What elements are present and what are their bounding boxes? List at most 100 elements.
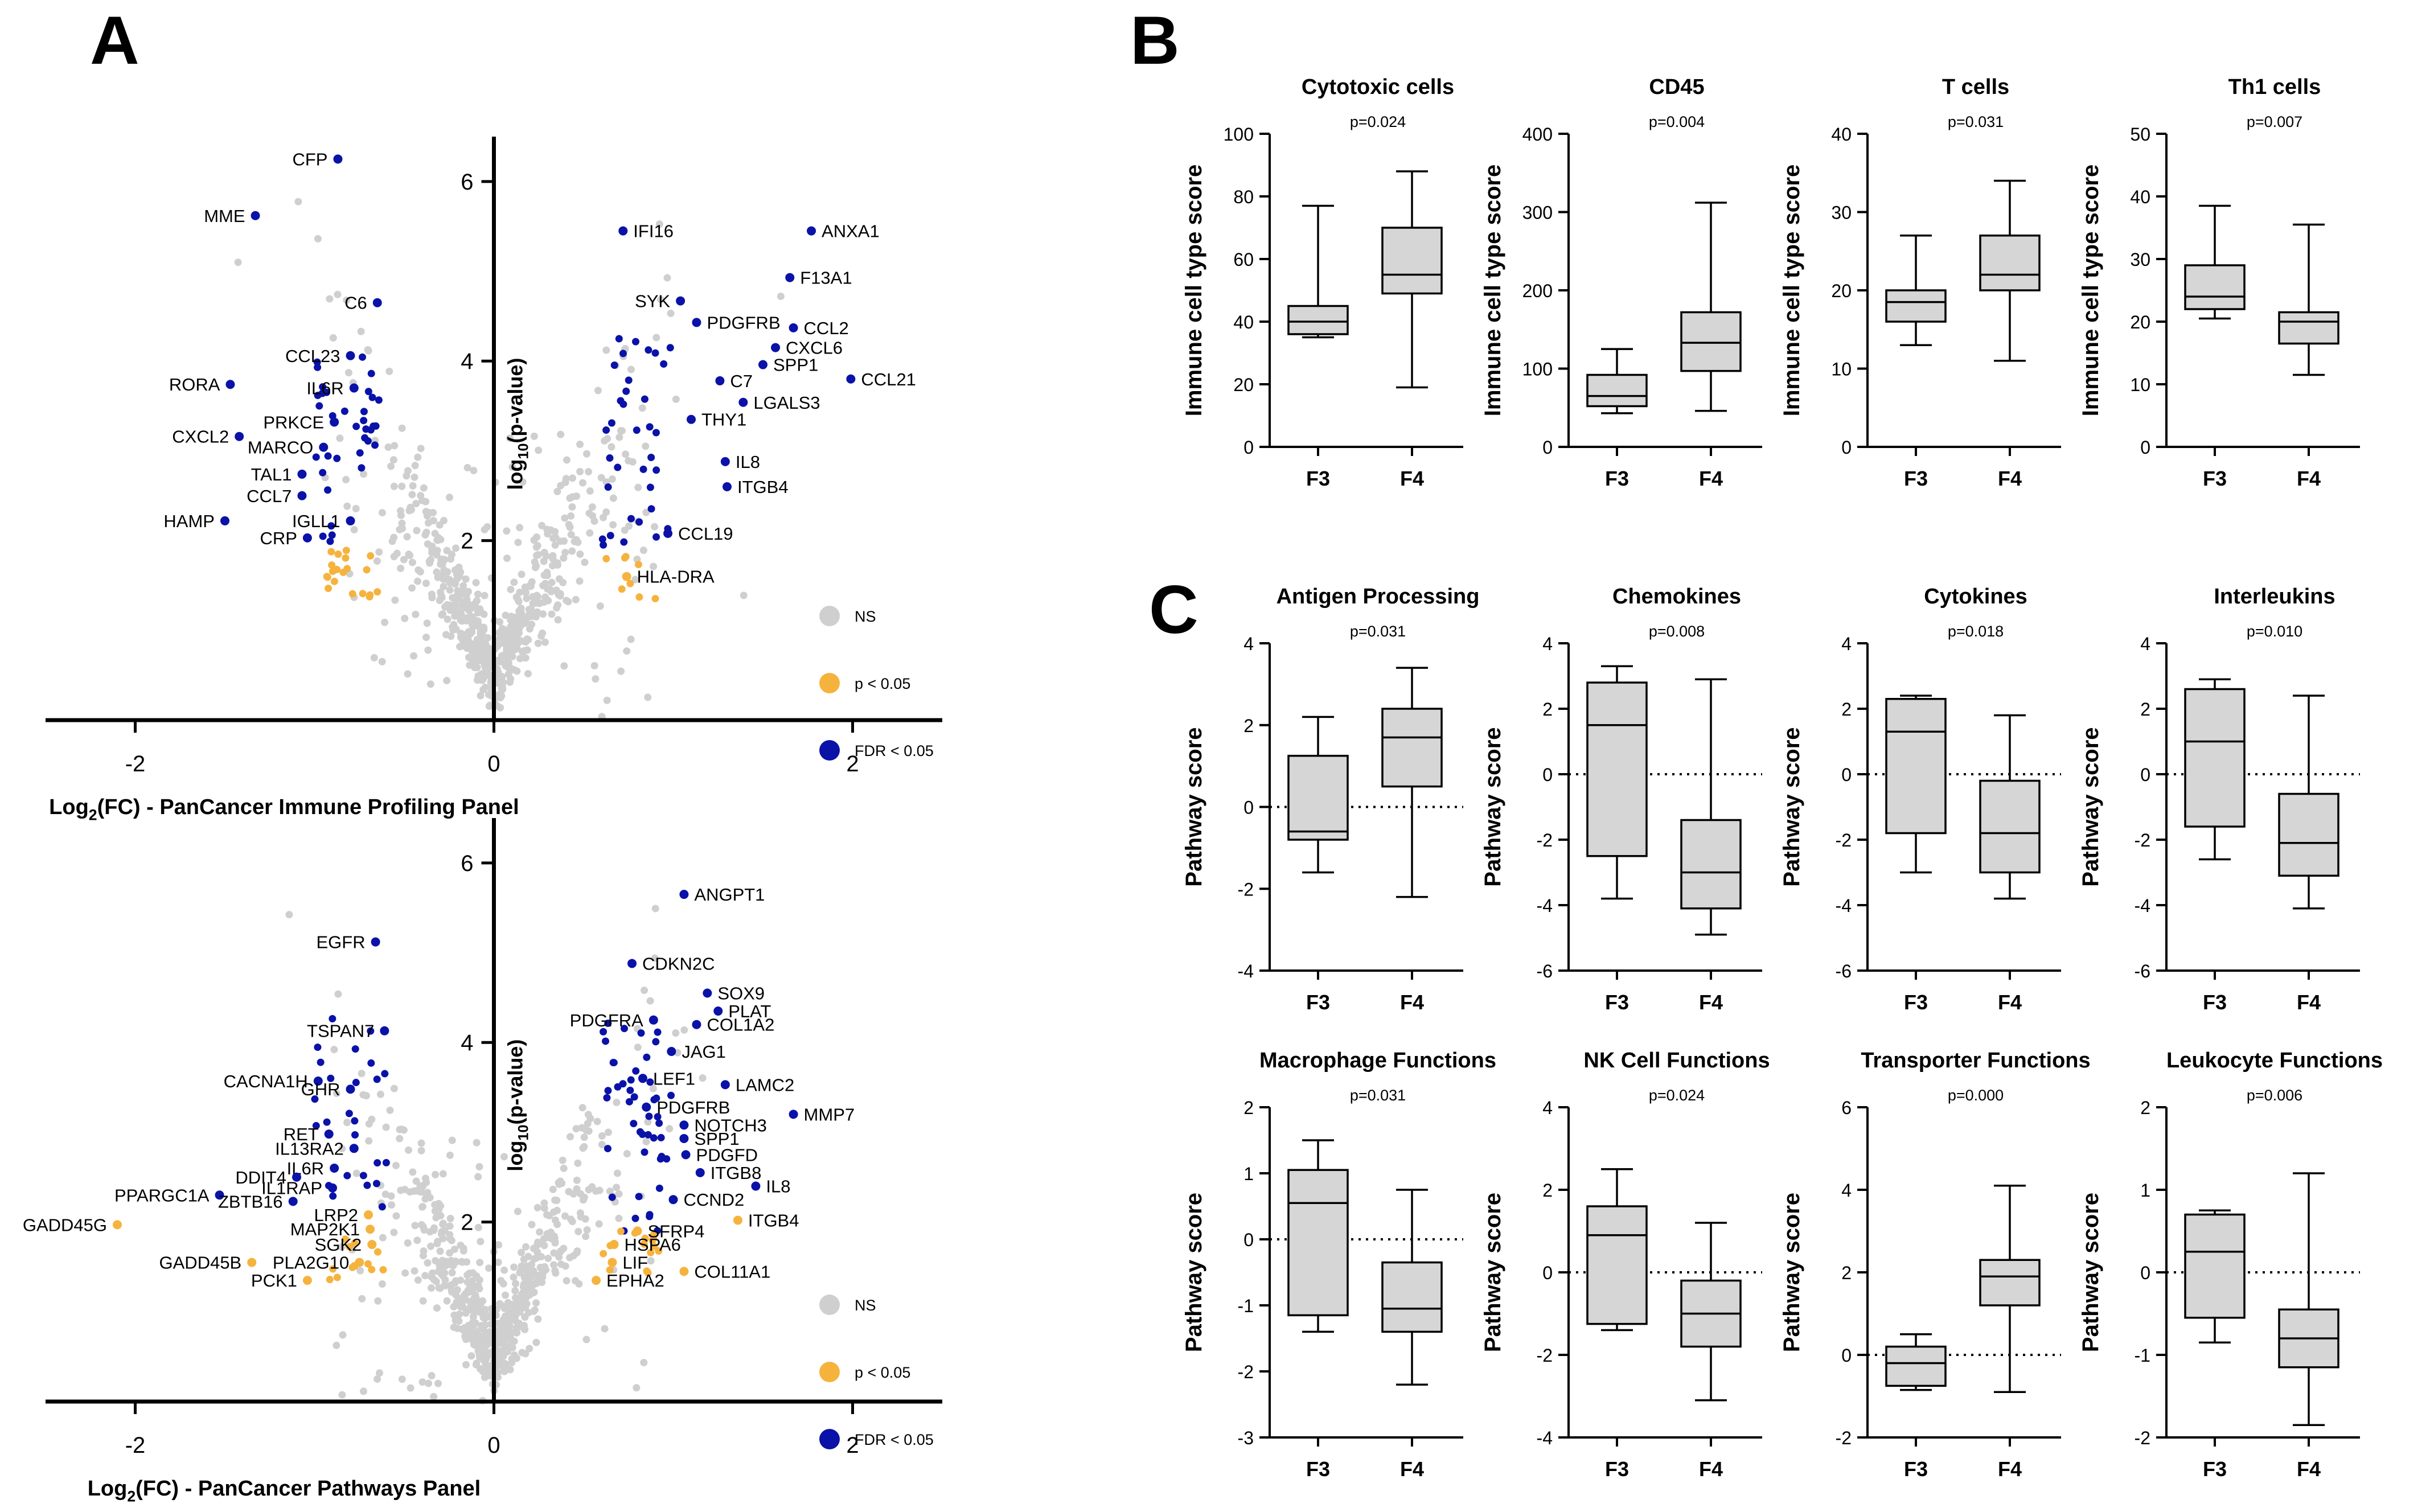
gene-point: [676, 296, 686, 306]
box-iqr: [1381, 227, 1443, 295]
gene-label: C7: [730, 371, 753, 391]
gene-point: [633, 1226, 642, 1236]
y-tick-label: -4: [1836, 895, 1852, 916]
p05-point: [325, 585, 333, 593]
fdr-point: [632, 1067, 640, 1075]
ns-point: [481, 651, 489, 659]
ns-point: [602, 508, 610, 516]
ns-point: [539, 629, 547, 637]
ns-point: [404, 670, 412, 678]
ns-point: [343, 502, 351, 510]
gene-point: [695, 1168, 705, 1177]
gene-label: EPHA2: [606, 1271, 664, 1291]
sig-points: [312, 335, 674, 603]
ns-point: [448, 1236, 455, 1244]
p05-point: [650, 1242, 658, 1250]
fdr-point: [358, 464, 366, 472]
ns-point: [522, 638, 530, 646]
ns-point: [358, 1295, 366, 1303]
x-category-label: F4: [1699, 1457, 1723, 1481]
ns-point: [472, 1361, 480, 1369]
panel-label-a: A: [90, 2, 139, 79]
gene-point: [113, 1220, 122, 1230]
ns-point: [396, 1135, 404, 1143]
ns-point: [622, 450, 630, 458]
gene-label: IFI16: [633, 221, 674, 241]
ns-point: [401, 614, 409, 622]
ns-point: [603, 696, 611, 704]
ns-point: [462, 592, 470, 600]
gene-label: LAMC2: [736, 1075, 794, 1095]
p05-point: [346, 1243, 354, 1251]
gene-label: CRP: [260, 528, 297, 548]
fdr-point: [637, 1029, 645, 1037]
ns-point: [541, 593, 549, 601]
ns-point: [426, 680, 434, 688]
ns-point: [512, 1280, 520, 1288]
ns-point: [382, 1123, 390, 1131]
box-cytokines-chart: Cytokines p=0.018 Pathway score -6 -4 -2 0 2 4 F3…: [1779, 585, 2061, 1014]
ns-point: [565, 1188, 573, 1195]
fdr-point: [630, 1093, 638, 1101]
ns-point: [518, 570, 526, 578]
fdr-point: [360, 408, 368, 416]
ns-point: [397, 564, 405, 572]
x-category-label: F4: [1998, 991, 2022, 1014]
ns-point: [449, 594, 457, 602]
gene-label: RET: [284, 1124, 319, 1144]
ns-point: [617, 667, 625, 675]
ns-point: [644, 1118, 652, 1126]
ns-point: [572, 1277, 580, 1285]
box-transporter-chart: Transporter Functions p=0.000 Pathway scor…: [1779, 1049, 2091, 1481]
ns-point: [370, 654, 378, 662]
ns-point: [625, 457, 633, 465]
p05-point: [651, 595, 659, 603]
ns-point: [388, 537, 396, 545]
gene-label: JAG1: [682, 1042, 726, 1062]
fdr-point: [660, 360, 668, 368]
box-cytotoxic-chart: Cytotoxic cells p=0.024 Immune cell type s…: [1181, 75, 1463, 490]
ns-point: [548, 610, 556, 618]
ns-point: [405, 550, 413, 558]
fdr-point: [356, 449, 364, 457]
y-tick-label: 0: [2140, 1263, 2150, 1283]
ns-point: [485, 702, 493, 710]
fdr-point: [351, 1131, 359, 1139]
ns-point: [657, 295, 665, 303]
fdr-point: [373, 1075, 381, 1083]
gene-point: [720, 1080, 730, 1090]
ns-point: [568, 1218, 576, 1226]
gene-point: [220, 516, 229, 525]
ns-point: [434, 1379, 442, 1387]
ns-point: [499, 1280, 507, 1288]
fdr-point: [633, 426, 641, 434]
ns-point: [344, 369, 352, 377]
ns-point: [642, 508, 650, 516]
ns-point: [517, 605, 525, 613]
box-iqr: [1287, 305, 1349, 335]
ns-point: [481, 1373, 489, 1381]
fdr-point: [600, 1028, 608, 1036]
ns-point: [408, 558, 416, 566]
x-axis-label: Log2(FC) - PanCancer Immune Profiling Pa…: [49, 795, 519, 824]
x-axis-label: Log2(FC) - PanCancer Pathways Panel: [88, 1477, 481, 1505]
ns-point: [443, 677, 451, 685]
ns-point: [740, 591, 748, 599]
ns-point: [532, 1299, 540, 1307]
ns-point: [407, 1384, 414, 1392]
ns-point: [500, 1266, 508, 1274]
ns-point: [528, 1267, 536, 1275]
gene-point: [789, 1110, 798, 1119]
ns-point: [511, 1287, 519, 1295]
gene-point: [681, 1150, 691, 1160]
p-value-label: p=0.024: [1350, 113, 1406, 130]
ns-point: [557, 482, 565, 490]
box-iqr: [1586, 1205, 1648, 1325]
ns-point: [458, 1258, 466, 1266]
gene-label: SFRP4: [648, 1221, 705, 1241]
y-axis-label: Pathway score: [1480, 727, 1505, 886]
gene-point: [663, 529, 673, 538]
gene-label: PDGFD: [696, 1145, 758, 1165]
y-axis-label: Immune cell type score: [2078, 165, 2103, 416]
